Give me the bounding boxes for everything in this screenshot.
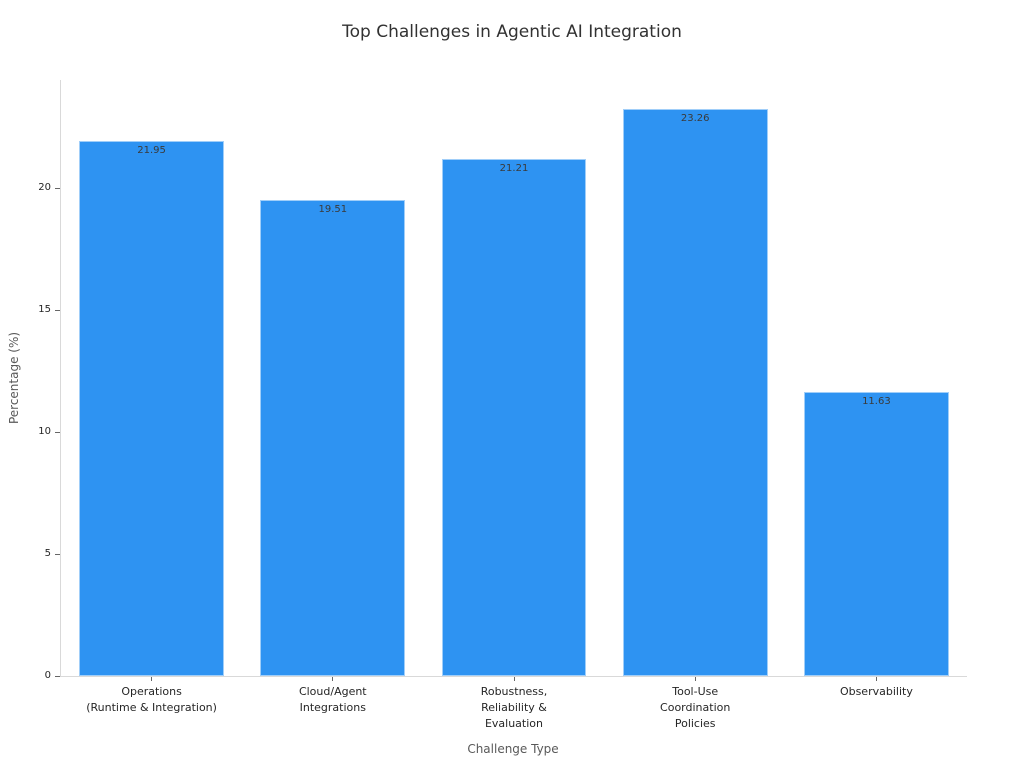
chart-title: Top Challenges in Agentic AI Integration <box>342 22 682 42</box>
y-tick-mark <box>55 431 60 433</box>
x-category-label: Robustness, Reliability & Evaluation <box>480 685 548 730</box>
y-tick-mark <box>55 187 60 189</box>
y-tick-mark <box>55 553 60 555</box>
bar-value-label: 11.63 <box>862 396 891 408</box>
bar: 21.95 <box>79 140 225 676</box>
y-tick-label: 0 <box>44 670 51 681</box>
bar: 19.51 <box>260 200 406 676</box>
x-category-label: Tool-Use Coordination Policies <box>660 685 731 730</box>
y-tick-mark <box>55 675 60 677</box>
x-tick-mark <box>875 677 877 681</box>
bar-value-label: 23.26 <box>680 112 710 124</box>
x-tick-mark <box>151 677 153 681</box>
x-axis-title: Challenge Type <box>467 742 559 756</box>
bar-value-label: 21.21 <box>499 162 529 174</box>
bar: 21.21 <box>441 158 587 676</box>
x-category-label: Observability <box>839 685 913 698</box>
x-category-label: Operations (Runtime & Integration) <box>86 685 217 714</box>
y-tick-label: 10 <box>38 426 51 438</box>
x-tick-mark <box>694 677 696 681</box>
plot-area: 0 5 10 15 20 21.95 Operations (Runtime & Integ… <box>38 80 967 730</box>
y-tick-label: 5 <box>44 548 51 560</box>
bar-value-label: 19.51 <box>318 204 348 216</box>
bar: 11.63 <box>803 392 949 676</box>
bar: 23.26 <box>622 108 768 676</box>
y-tick-label: 15 <box>38 304 51 316</box>
y-tick-mark <box>55 309 60 311</box>
y-axis-title: Percentage (%) <box>7 331 21 425</box>
y-tick-label: 20 <box>38 182 51 194</box>
bar-value-label: 21.95 <box>137 144 166 156</box>
x-tick-mark <box>513 677 515 681</box>
x-category-label: Cloud/Agent Integrations <box>298 685 367 714</box>
x-tick-mark <box>332 677 334 681</box>
